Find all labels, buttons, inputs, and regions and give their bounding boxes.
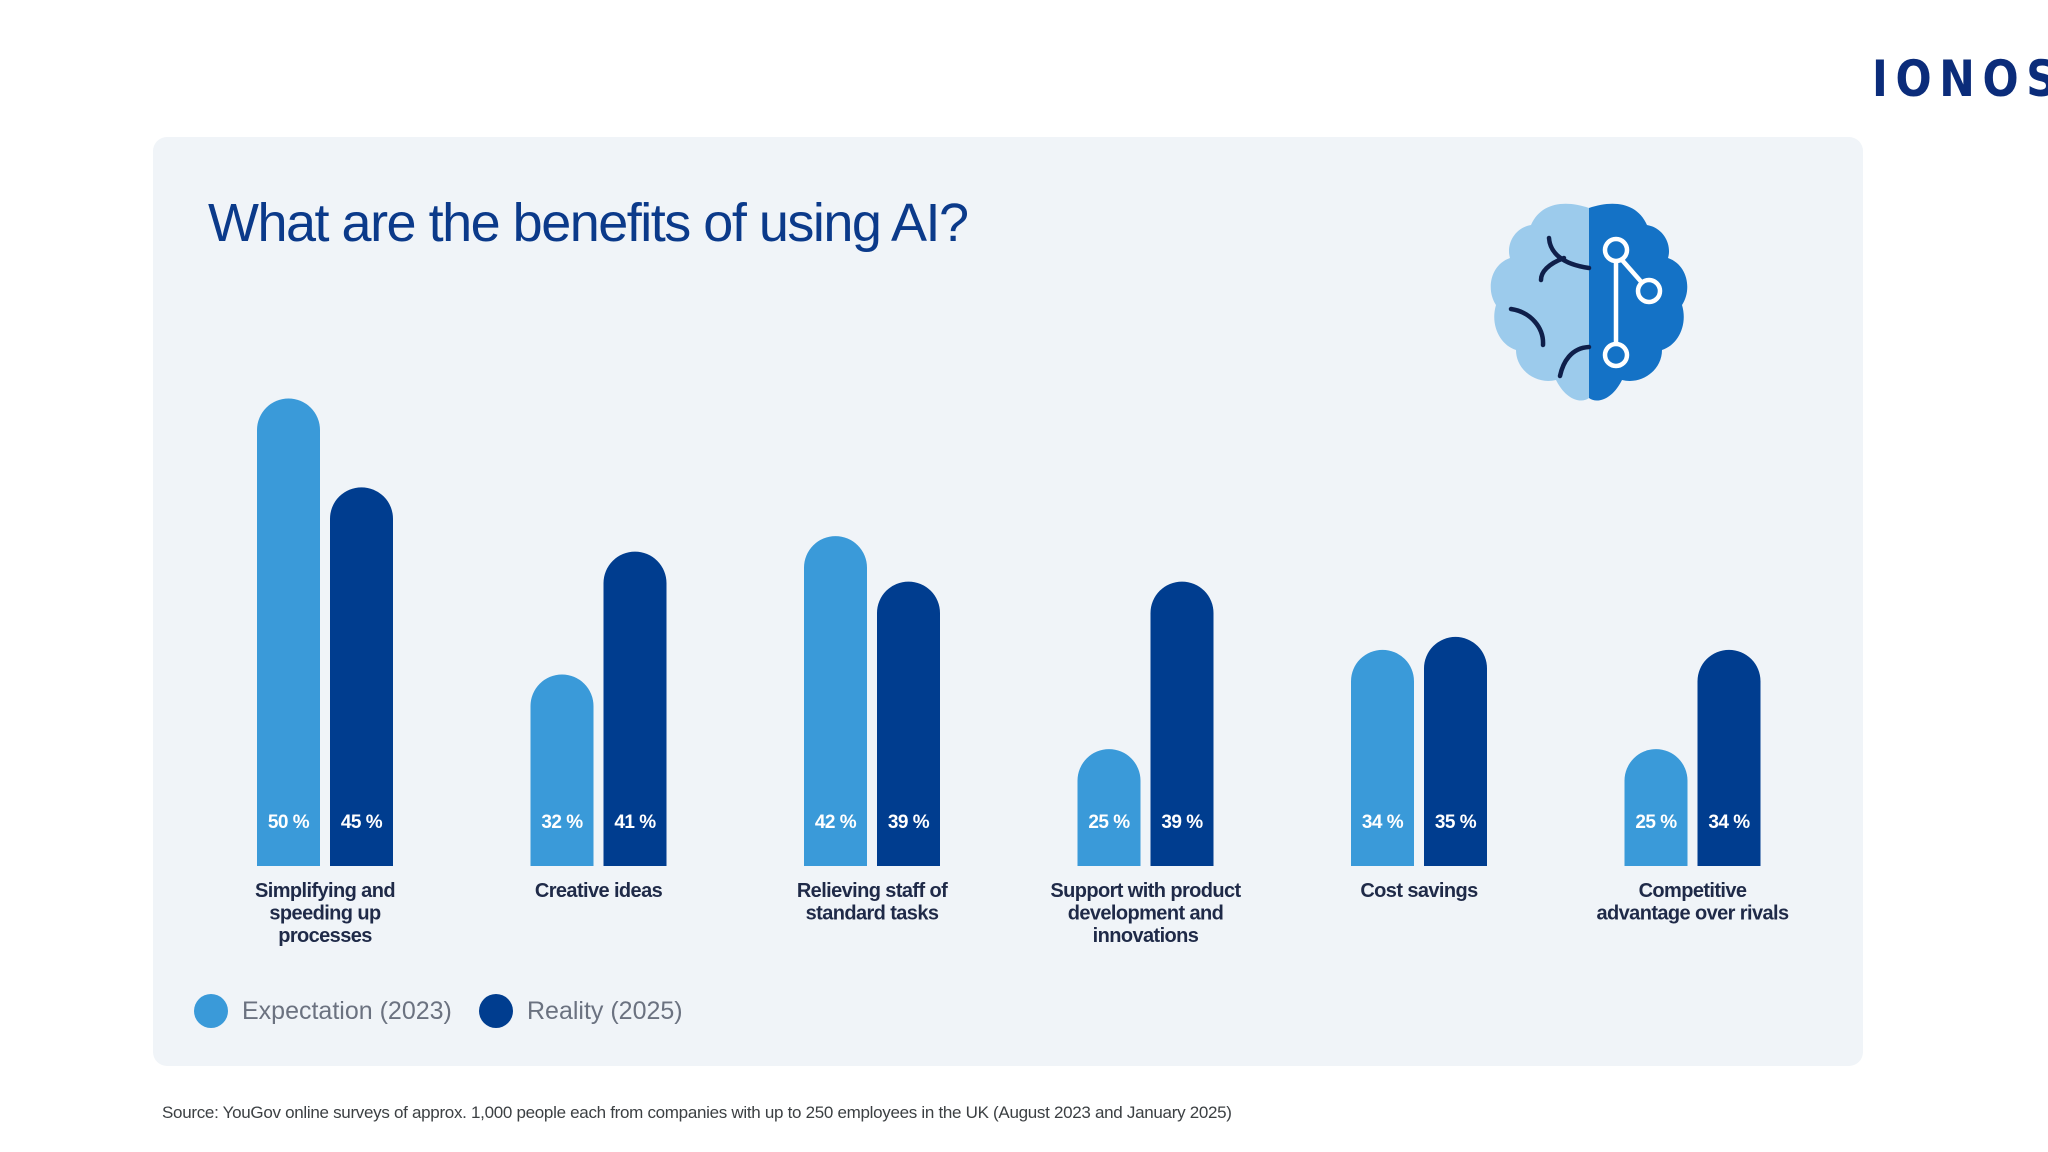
bar-value-label: 25 % [1635, 812, 1677, 833]
category-label: development and [1068, 903, 1223, 925]
bar-reality [603, 551, 667, 866]
bar-value-label: 32 % [541, 812, 583, 833]
legend-item-reality: Reality (2025) [479, 994, 683, 1028]
legend-item-expectation: Expectation (2023) [194, 994, 452, 1028]
category-label: Cost savings [1360, 880, 1478, 902]
bar-expectation [1077, 749, 1141, 866]
legend-swatch-reality [479, 994, 513, 1028]
bar-reality [1424, 636, 1487, 866]
category-label: Creative ideas [535, 880, 663, 902]
bar-value-label: 35 % [1435, 812, 1477, 833]
category-label: speeding up [269, 903, 381, 925]
legend-label-reality: Reality (2025) [527, 996, 683, 1025]
bar-value-label: 39 % [1161, 812, 1203, 833]
category-label: Relieving staff of [797, 880, 948, 902]
legend-swatch-expectation [194, 994, 228, 1028]
bar-value-label: 45 % [341, 812, 383, 833]
bar-value-label: 50 % [268, 812, 310, 833]
ionos-logo: IONOS [1872, 50, 2048, 108]
category-label: advantage over rivals [1597, 903, 1789, 925]
category-label: Support with product [1050, 880, 1241, 902]
source-note: Source: YouGov online surveys of approx.… [162, 1103, 1232, 1122]
bar-value-label: 34 % [1708, 812, 1750, 833]
bar-expectation [1624, 749, 1688, 866]
bar-expectation [1351, 649, 1414, 866]
bar-value-label: 25 % [1088, 812, 1130, 833]
brain-circuit-icon [1490, 203, 1688, 401]
bar-value-label: 34 % [1362, 812, 1404, 833]
bar-reality [1150, 581, 1214, 866]
category-label: processes [278, 925, 372, 947]
bar-value-label: 39 % [888, 812, 930, 833]
bar-expectation [530, 674, 594, 866]
bar-expectation [804, 536, 867, 866]
category-label: Simplifying and [255, 880, 395, 902]
category-label: standard tasks [806, 903, 939, 925]
chart-title: What are the benefits of using AI? [208, 193, 969, 253]
legend-label-expectation: Expectation (2023) [242, 996, 452, 1025]
bar-reality [877, 581, 940, 866]
bar-reality [1697, 649, 1761, 866]
bar-value-label: 41 % [614, 812, 656, 833]
bar-expectation [257, 398, 320, 866]
category-label: Competitive [1639, 880, 1747, 902]
bar-reality [330, 487, 393, 866]
category-label: innovations [1093, 925, 1199, 947]
bar-value-label: 42 % [815, 812, 857, 833]
